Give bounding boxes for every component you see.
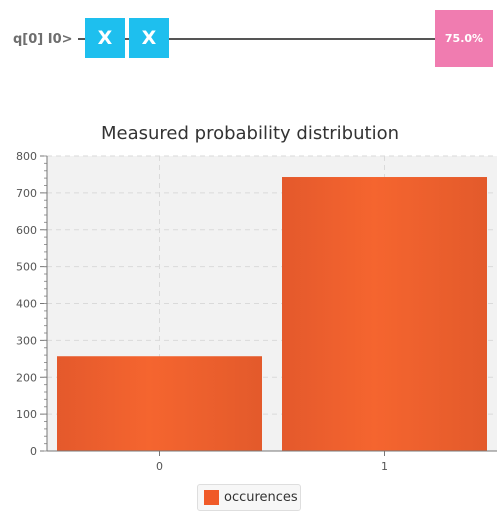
qubit-label: q[0] I0> <box>13 32 73 47</box>
y-tick-label: 100 <box>16 408 37 421</box>
x-gate-1[interactable]: X <box>85 18 125 58</box>
bars <box>57 177 487 452</box>
y-tick-labels: 0 100 200 300 400 500 600 700 800 <box>16 150 37 458</box>
bar-0 <box>57 356 262 451</box>
legend-label: occurences <box>224 490 298 505</box>
legend: occurences <box>197 484 301 511</box>
y-tick-label: 300 <box>16 334 37 347</box>
bar-1 <box>282 177 487 452</box>
y-tick-label: 0 <box>30 445 37 458</box>
x-tick-label: 1 <box>381 460 388 473</box>
x-gate-2[interactable]: X <box>129 18 169 58</box>
y-tick-label: 500 <box>16 261 37 274</box>
x-tick-label: 0 <box>156 460 163 473</box>
y-tick-label: 700 <box>16 187 37 200</box>
y-tick-label: 800 <box>16 150 37 163</box>
chart-title: Measured probability distribution <box>101 123 399 144</box>
legend-swatch <box>204 490 219 505</box>
measurement-gate[interactable]: 75.0% <box>435 10 493 67</box>
axes <box>40 155 497 456</box>
y-tick-label: 200 <box>16 371 37 384</box>
y-tick-label: 600 <box>16 224 37 237</box>
qubit-wire <box>78 38 438 40</box>
y-tick-label: 400 <box>16 298 37 311</box>
